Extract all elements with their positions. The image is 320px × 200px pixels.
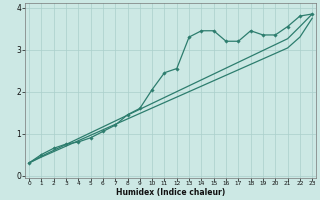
X-axis label: Humidex (Indice chaleur): Humidex (Indice chaleur) — [116, 188, 225, 197]
